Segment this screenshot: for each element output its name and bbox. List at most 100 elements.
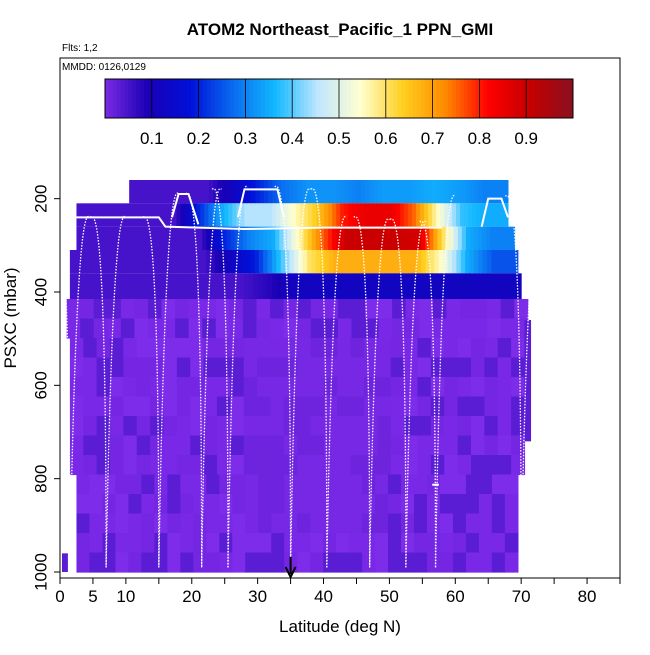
- heatmap-cell: [447, 250, 453, 274]
- heatmap-cell: [364, 299, 380, 320]
- heatmap-cell: [220, 273, 226, 299]
- heatmap-cell: [69, 396, 84, 417]
- heatmap-cell: [453, 180, 458, 204]
- heatmap-cell: [210, 250, 216, 274]
- heatmap-cell: [109, 435, 124, 456]
- heatmap-cell: [271, 250, 277, 274]
- heatmap-cell: [188, 299, 203, 320]
- heatmap-cell: [459, 318, 475, 339]
- heatmap-cell: [507, 273, 513, 299]
- heatmap-cell: [179, 180, 185, 204]
- heatmap-cell: [411, 180, 416, 204]
- heatmap-cell: [270, 396, 285, 417]
- y-axis-tick-label: 800: [31, 464, 50, 492]
- heatmap-cells: [61, 180, 532, 573]
- heatmap-cell: [69, 357, 84, 378]
- heatmap-cell: [253, 273, 259, 299]
- heatmap-cell: [441, 226, 447, 250]
- heatmap-cell: [401, 474, 415, 495]
- heatmap-cell: [163, 396, 178, 417]
- heatmap-cell: [299, 226, 305, 250]
- heatmap-cell: [343, 180, 349, 204]
- heatmap-cell: [439, 474, 454, 495]
- heatmap-cell: [171, 180, 176, 204]
- heatmap-cell: [116, 273, 123, 299]
- heatmap-cell: [257, 273, 264, 299]
- heatmap-cell: [416, 203, 421, 227]
- heatmap-cell: [115, 513, 130, 534]
- heatmap-cell: [232, 494, 246, 515]
- heatmap-cell: [446, 299, 461, 320]
- colorbar: 0.1 0.2 0.3 0.4 0.5 0.6 0.7 0.8 0.9: [104, 78, 574, 148]
- heatmap-cell: [312, 203, 317, 227]
- heatmap-cell: [406, 180, 412, 204]
- heatmap-cell: [469, 273, 475, 299]
- colorbar-swatch: [346, 79, 352, 118]
- heatmap-cell: [333, 273, 339, 299]
- heatmap-cell: [270, 416, 285, 437]
- heatmap-cell: [167, 494, 181, 515]
- heatmap-cell: [303, 226, 309, 250]
- heatmap-cell: [337, 338, 352, 359]
- colorbar-tick-label: 0.9: [514, 129, 538, 148]
- heatmap-cell: [230, 435, 245, 456]
- heatmap-cell: [180, 203, 185, 227]
- heatmap-cell: [388, 513, 402, 534]
- heatmap-cell: [310, 435, 325, 456]
- heatmap-cell: [315, 250, 321, 274]
- colorbar-tick-label: 0.2: [187, 129, 211, 148]
- heatmap-cell: [209, 180, 214, 204]
- colorbar-swatch: [436, 79, 441, 118]
- colorbar-swatch: [537, 79, 543, 118]
- colorbar-swatch: [296, 79, 301, 118]
- heatmap-cell: [218, 226, 224, 250]
- heatmap-cell: [161, 318, 176, 339]
- heatmap-cell: [448, 203, 453, 227]
- heatmap-cell: [234, 226, 240, 250]
- heatmap-cell: [390, 180, 395, 204]
- heatmap-cell: [244, 203, 249, 227]
- heatmap-cell: [401, 533, 415, 554]
- heatmap-cell: [464, 273, 470, 299]
- heatmap-cell: [161, 226, 167, 250]
- colorbar-tick-label: 0.4: [280, 129, 304, 148]
- heatmap-cell: [167, 180, 172, 204]
- heatmap-cell: [315, 226, 321, 250]
- heatmap-cell: [414, 474, 428, 495]
- heatmap-cell: [295, 273, 301, 299]
- heatmap-cell: [297, 357, 312, 378]
- heatmap-cell: [470, 396, 485, 417]
- colorbar-swatch: [268, 79, 274, 118]
- heatmap-cell: [69, 455, 84, 476]
- heatmap-cell: [123, 455, 138, 476]
- colorbar-swatch: [237, 79, 242, 118]
- colorbar-swatch: [218, 79, 223, 118]
- heatmap-cell: [511, 396, 526, 417]
- heatmap-cell: [206, 273, 212, 299]
- heatmap-cell: [109, 416, 124, 437]
- heatmap-cell: [323, 455, 338, 476]
- heatmap-cell: [257, 396, 272, 417]
- heatmap-cell: [188, 203, 193, 227]
- flight-track-segment: [274, 185, 292, 568]
- heatmap-cell: [163, 416, 178, 437]
- colorbar-swatch: [483, 79, 488, 118]
- heatmap-cell: [194, 226, 199, 250]
- heatmap-cell: [408, 203, 413, 227]
- heatmap-cell: [427, 494, 441, 515]
- heatmap-cell: [146, 180, 151, 204]
- heatmap-cell: [419, 299, 434, 320]
- heatmap-cell: [215, 299, 230, 320]
- colorbar-swatch: [389, 79, 395, 118]
- heatmap-cell: [511, 273, 517, 299]
- heatmap-cell: [150, 435, 165, 456]
- heatmap-cell: [89, 494, 104, 515]
- heatmap-cell: [465, 180, 471, 204]
- heatmap-cell: [234, 273, 240, 299]
- heatmap-cell: [243, 273, 250, 299]
- heatmap-cell: [450, 273, 456, 299]
- heatmap-cell: [388, 203, 393, 227]
- heatmap-cell: [491, 533, 506, 554]
- heatmap-cell: [472, 203, 477, 227]
- heatmap-cell: [193, 474, 207, 495]
